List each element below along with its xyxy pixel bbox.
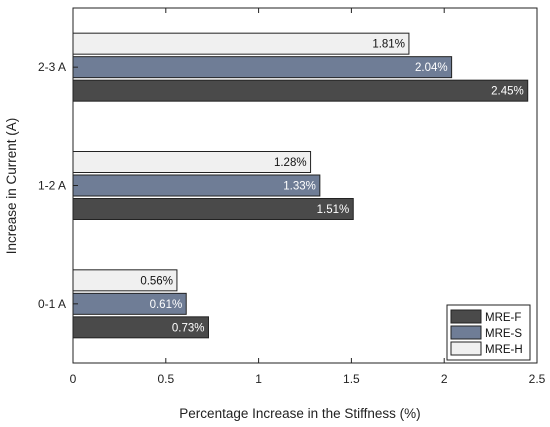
bar-value-label: 0.61% <box>150 299 183 311</box>
bar-value-label: 2.45% <box>491 86 524 98</box>
legend: MRE-F MRE-S MRE-H <box>446 304 531 361</box>
bar-value-label: 0.56% <box>140 275 173 287</box>
legend-label-mre-h: MRE-H <box>485 344 523 356</box>
x-tick-label: 1.5 <box>343 372 360 386</box>
bar-value-label: 0.73% <box>172 322 205 334</box>
x-axis-ticks: 0 0.5 1 1.5 2 2.5 <box>70 8 546 386</box>
bar-mre-h-1-2a <box>72 151 312 173</box>
legend-swatch-mre-s <box>450 325 482 340</box>
x-tick-label: 0.5 <box>157 372 174 386</box>
legend-swatch-mre-h <box>450 341 482 356</box>
y-tick-label: 2-3 A <box>38 60 66 74</box>
bar-mre-h-0-1a <box>72 269 178 292</box>
bar-mre-h-2-3a <box>72 32 410 55</box>
bar-value-label: 2.04% <box>415 62 448 74</box>
x-tick-label: 0 <box>70 372 77 386</box>
legend-swatch-mre-f <box>450 309 482 324</box>
x-tick-label: 2 <box>441 372 448 386</box>
x-tick-label: 2.5 <box>529 372 546 386</box>
bar-mre-f-1-2a <box>72 198 354 220</box>
bar-mre-s-2-3a <box>72 56 453 79</box>
y-tick-label: 1-2 A <box>38 179 66 193</box>
y-axis-title: Increase in Current (A) <box>4 118 19 255</box>
bar-value-label: 1.81% <box>372 39 405 51</box>
legend-label-mre-f: MRE-F <box>485 312 521 324</box>
x-axis-title: Percentage Increase in the Stiffness (%) <box>179 406 420 421</box>
y-axis-ticks: 0-1 A 1-2 A 2-3 A <box>38 60 78 311</box>
x-tick-label: 1 <box>255 372 262 386</box>
bar-mre-f-2-3a <box>72 79 529 102</box>
bar-value-label: 1.33% <box>283 181 316 193</box>
bar-value-label: 1.28% <box>274 157 307 169</box>
bar-mre-f-0-1a <box>72 316 209 339</box>
bar-value-label: 1.51% <box>317 204 350 216</box>
y-tick-label: 0-1 A <box>38 297 66 311</box>
legend-label-mre-s: MRE-S <box>485 328 522 340</box>
